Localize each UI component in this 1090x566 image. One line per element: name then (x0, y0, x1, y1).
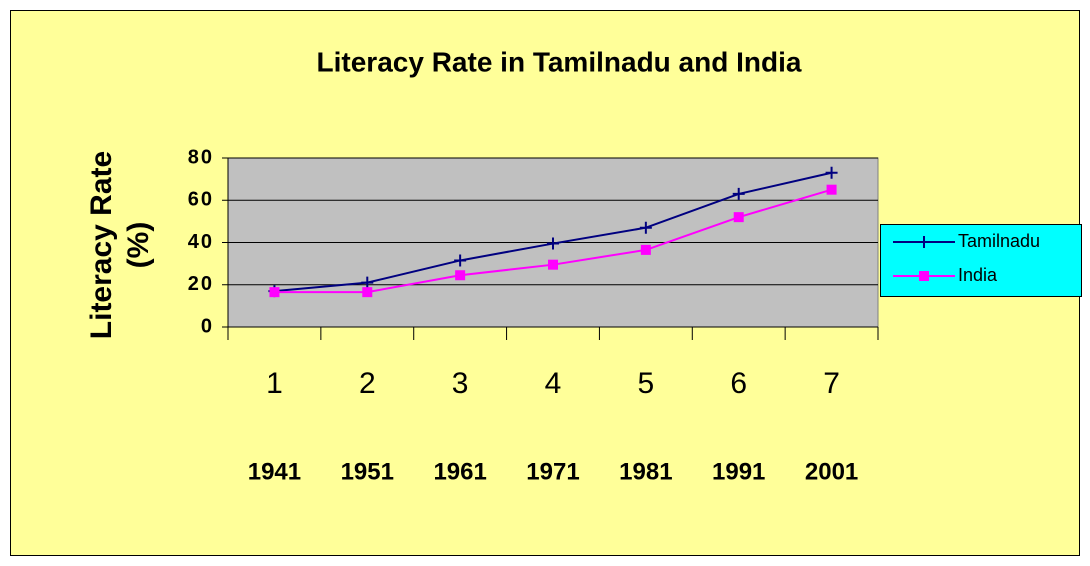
marker (362, 287, 373, 298)
x-tick-label: 2 (359, 367, 376, 400)
marker (547, 237, 559, 250)
marker (269, 287, 280, 298)
marker (361, 276, 374, 289)
legend (880, 224, 1082, 297)
x-sub-label: 1941 (248, 458, 301, 485)
legend-label: India (958, 265, 998, 285)
legend-label: Tamilnadu (958, 231, 1040, 251)
marker (826, 184, 837, 195)
x-sub-label: 1981 (619, 458, 672, 485)
marker (455, 270, 466, 281)
y-axis-title: (%) (122, 222, 155, 269)
x-tick-label: 7 (823, 367, 840, 400)
x-tick-label: 5 (638, 367, 655, 400)
x-sub-label: 1991 (712, 458, 765, 485)
y-tick-label: 20 (188, 273, 214, 295)
marker (454, 254, 467, 267)
y-tick-label: 80 (188, 146, 214, 168)
marker (639, 221, 652, 234)
x-tick-label: 4 (545, 367, 562, 400)
y-tick-label: 60 (188, 189, 214, 211)
x-sub-label: 2001 (805, 458, 858, 485)
marker (548, 259, 558, 270)
marker (640, 244, 651, 255)
x-sub-label: 1951 (341, 458, 394, 485)
x-tick-label: 1 (266, 367, 283, 400)
x-tick-label: 3 (452, 367, 469, 400)
x-sub-label: 1971 (526, 458, 579, 485)
marker (918, 236, 930, 248)
y-axis-title: Literacy Rate (85, 151, 118, 339)
y-tick-label: 0 (201, 315, 214, 337)
marker (733, 212, 744, 223)
marker (825, 166, 838, 179)
y-tick-label: 40 (188, 231, 214, 253)
marker (919, 271, 929, 281)
x-tick-label: 6 (730, 367, 747, 400)
x-sub-label: 1961 (433, 458, 486, 485)
marker (732, 187, 745, 200)
chart-title: Literacy Rate in Tamilnadu and India (317, 46, 802, 77)
